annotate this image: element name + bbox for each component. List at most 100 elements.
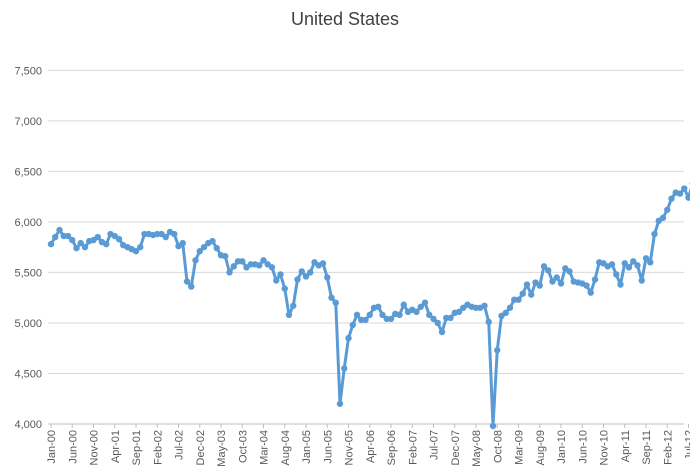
data-point — [638, 277, 645, 284]
data-point — [222, 253, 229, 260]
data-point — [685, 194, 690, 201]
x-tick-label: Jan-00 — [46, 430, 58, 464]
y-tick-label: 6,500 — [14, 166, 42, 178]
x-tick-label: Jul-12 — [684, 430, 690, 460]
data-point — [664, 206, 671, 213]
data-point — [94, 233, 101, 241]
data-point — [387, 315, 395, 323]
data-point — [583, 282, 590, 289]
data-point — [213, 244, 220, 252]
data-point — [47, 240, 55, 248]
data-point — [400, 301, 407, 308]
data-point — [362, 316, 369, 324]
x-tick-label: Mar-04 — [259, 430, 271, 465]
data-point — [341, 365, 348, 372]
data-point — [239, 258, 246, 265]
data-point — [566, 268, 573, 275]
data-point — [506, 304, 514, 311]
data-point — [349, 321, 356, 329]
axes — [48, 423, 689, 428]
data-point — [413, 308, 420, 316]
data-point — [523, 281, 531, 288]
data-point — [268, 264, 276, 271]
data-point — [196, 248, 203, 255]
data-point — [179, 239, 186, 247]
data-point — [298, 268, 305, 275]
x-tick-labels: Jan-00 Jun-00 Nov-00 Apr-01 Sep-01 Feb-02 Jul-… — [46, 430, 690, 467]
data-point — [515, 296, 522, 303]
y-tick-label: 5,500 — [14, 267, 42, 279]
data-point — [69, 236, 76, 244]
x-tick-label: May-08 — [471, 430, 483, 467]
data-point — [307, 269, 314, 276]
data-point — [77, 239, 84, 247]
chart-title: United States — [290, 9, 400, 29]
data-point — [557, 280, 565, 287]
x-tick-label: Jul-02 — [174, 430, 186, 460]
data-point — [230, 263, 237, 270]
data-point — [545, 267, 552, 274]
data-point — [366, 311, 373, 319]
data-point — [553, 274, 560, 281]
x-tick-label: Aug-09 — [535, 430, 547, 465]
data-point — [621, 260, 628, 267]
data-point — [668, 195, 675, 202]
x-tick-label: Jun-00 — [67, 430, 79, 464]
y-tick-label: 5,000 — [14, 318, 42, 330]
data-point — [540, 263, 548, 270]
data-point — [528, 291, 535, 298]
data-point — [332, 299, 339, 306]
data-point — [494, 347, 501, 354]
data-point — [192, 257, 199, 264]
data-point — [328, 294, 335, 301]
data-point — [115, 235, 123, 243]
data-point — [319, 260, 327, 267]
data-point — [162, 233, 169, 241]
gridlines — [48, 69, 684, 374]
data-point — [273, 277, 280, 284]
x-tick-label: Jun-10 — [577, 430, 589, 464]
data-point — [52, 233, 59, 241]
data-point — [226, 269, 233, 276]
x-tick-label: Jun-05 — [322, 430, 334, 464]
data-point — [430, 315, 437, 323]
x-tick-label: Oct-03 — [237, 430, 249, 463]
data-points — [47, 181, 690, 430]
y-tick-labels: 4,000 4,500 5,000 5,500 6,000 6,500 7,000 7,500 — [14, 65, 42, 431]
data-point — [183, 278, 191, 285]
data-point — [64, 232, 72, 240]
data-point — [336, 400, 344, 407]
x-tick-label: Feb-07 — [407, 430, 419, 465]
data-point — [132, 248, 140, 255]
data-point — [209, 237, 216, 245]
y-tick-label: 4,500 — [14, 368, 42, 380]
data-point — [681, 185, 688, 192]
data-point — [73, 244, 80, 252]
data-point — [421, 299, 429, 306]
data-point — [489, 422, 497, 430]
x-tick-label: Jan-10 — [556, 430, 568, 464]
data-point — [417, 303, 424, 310]
data-point — [455, 308, 463, 316]
data-point — [434, 319, 441, 327]
data-point — [171, 230, 178, 238]
data-point — [324, 274, 331, 281]
data-point — [56, 226, 63, 234]
data-point — [625, 264, 633, 271]
data-point — [481, 302, 488, 309]
data-point — [485, 318, 492, 326]
x-tick-label: Nov-10 — [599, 430, 611, 465]
x-tick-label: Apr-11 — [620, 430, 632, 462]
data-point — [353, 311, 361, 319]
data-point — [302, 273, 310, 280]
x-tick-label: Dec-07 — [450, 430, 462, 465]
x-tick-label: Feb-12 — [662, 430, 674, 465]
data-point — [651, 230, 658, 238]
data-point — [630, 258, 637, 265]
data-point — [256, 262, 263, 269]
data-point — [617, 281, 624, 288]
data-point — [587, 289, 594, 296]
x-tick-label: Nov-05 — [344, 430, 356, 465]
y-tick-label: 6,000 — [14, 217, 42, 229]
